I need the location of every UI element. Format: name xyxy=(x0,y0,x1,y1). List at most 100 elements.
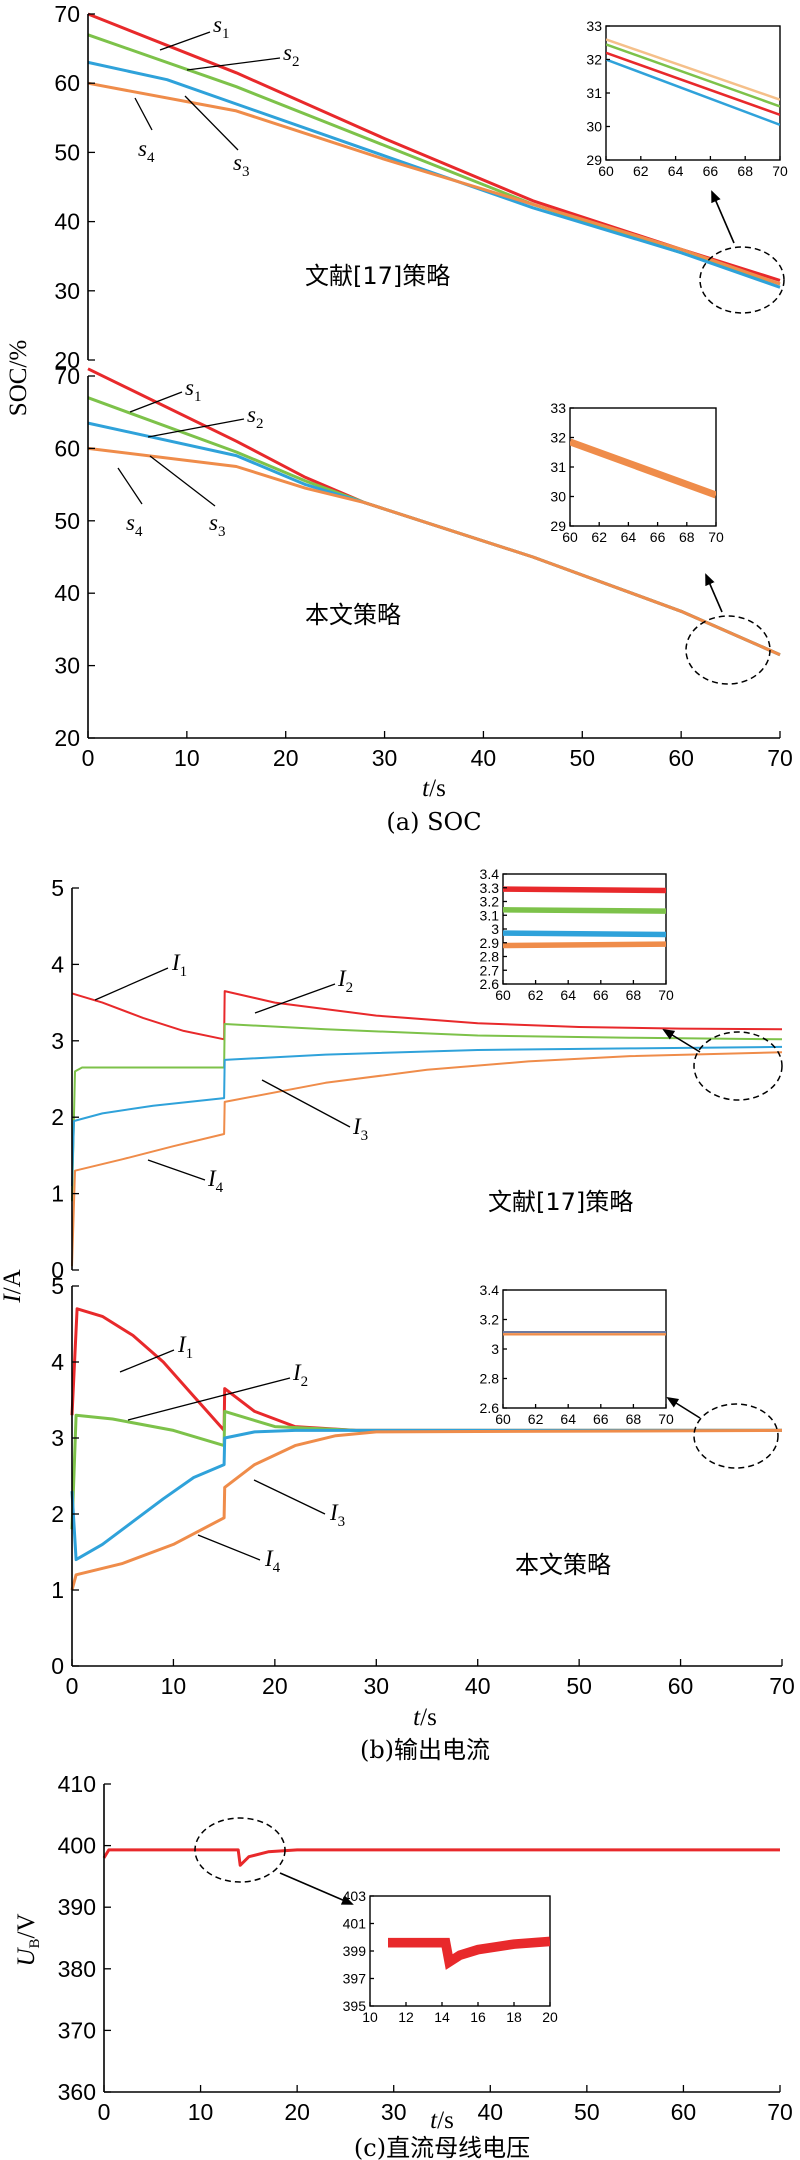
bus-voltage-y-ticks: 360 370 380 390 400 410 xyxy=(58,1771,111,2105)
current-ours-leader-i1 xyxy=(119,1349,175,1373)
inset-y-tick-label: 403 xyxy=(343,1888,367,1904)
y-tick-label: 30 xyxy=(54,653,80,679)
inset-x-tick-label: 70 xyxy=(658,987,674,1003)
current-ref-inset: 2.62.72.82.933.13.23.33.4 60 62 64 66 68 70 xyxy=(480,866,674,1003)
soc-ours-leader-s3 xyxy=(149,455,216,507)
inset-series-line-2 xyxy=(503,930,666,938)
y-tick-label: 1 xyxy=(51,1181,64,1207)
bus-voltage-zoom-arrow xyxy=(279,1872,354,1905)
inset-y-tick-label: 3 xyxy=(491,921,499,937)
inset-x-tick-label: 70 xyxy=(708,529,724,545)
series-line-cur_ours-i1 xyxy=(70,1307,782,1432)
y-tick-label: 410 xyxy=(58,1771,96,1797)
y-tick-label: 30 xyxy=(54,278,80,304)
soc-ref-label-s2: s2 xyxy=(283,40,299,70)
y-tick-label: 1 xyxy=(51,1577,64,1603)
bus-voltage-series-group xyxy=(102,1848,780,1867)
soc-ours-y-ticks: 20 30 40 50 60 70 xyxy=(54,363,95,751)
x-tick-label: 40 xyxy=(477,2099,503,2125)
inset-y-tick-label: 2.7 xyxy=(480,962,500,978)
soc-ours-label-s1: s1 xyxy=(185,375,201,405)
inset-y-tick-label: 3.2 xyxy=(480,1312,500,1328)
series-line-bus_voltage-ub xyxy=(102,1848,780,1867)
inset-y-tick-label: 29 xyxy=(550,518,566,534)
current-ours-y-ticks: 0 1 2 3 4 5 xyxy=(51,1273,79,1679)
y-tick-label: 5 xyxy=(51,875,64,901)
inset-series-line-1 xyxy=(503,907,666,914)
bus-voltage-inset: 395 397 399 401 403 10 12 14 16 18 20 xyxy=(343,1888,558,2025)
x-tick-label: 30 xyxy=(372,745,398,771)
current-y-axis-label: I/A xyxy=(0,1269,26,1303)
inset-x-tick-label: 10 xyxy=(362,2009,378,2025)
inset-x-tick-label: 60 xyxy=(562,529,578,545)
soc-ref-label-s1: s1 xyxy=(213,12,229,42)
current-ours-label-i2: I2 xyxy=(292,1360,308,1390)
y-tick-label: 400 xyxy=(58,1833,96,1859)
soc-ref-zoom-arrow xyxy=(711,190,735,244)
x-tick-label: 0 xyxy=(98,2099,111,2125)
x-tick-label: 10 xyxy=(188,2099,214,2125)
soc-ours-zoom-arrow xyxy=(705,573,723,613)
current-ours-label-i3: I3 xyxy=(329,1500,345,1530)
soc-ours-leader-s2 xyxy=(147,418,245,438)
x-tick-label: 70 xyxy=(769,1673,795,1699)
y-tick-label: 50 xyxy=(54,508,80,534)
inset-series-line-1 xyxy=(606,43,780,108)
series-line-soc_ref-s4 xyxy=(87,81,781,286)
current-ours-leader-i2 xyxy=(127,1377,291,1421)
series-line-cur_ref-i4 xyxy=(71,1051,783,1267)
x-tick-label: 60 xyxy=(668,1673,694,1699)
inset-series-line-0 xyxy=(388,1936,550,1970)
y-tick-label: 4 xyxy=(51,1349,64,1375)
y-tick-label: 2 xyxy=(51,1501,64,1527)
inset-series-line-0 xyxy=(570,438,716,499)
y-tick-label: 0 xyxy=(51,1653,64,1679)
current-ref-series-group xyxy=(71,990,783,1267)
inset-y-tick-label: 29 xyxy=(586,152,602,168)
soc-ref-leader-s1 xyxy=(159,31,211,51)
inset-y-tick-label: 32 xyxy=(550,430,566,446)
caption-c: (c)直流母线电压 xyxy=(354,2134,530,2160)
x-tick-label: 30 xyxy=(381,2099,407,2125)
x-tick-label: 60 xyxy=(668,745,694,771)
y-tick-label: 390 xyxy=(58,1894,96,1920)
current-ours-strategy-label: 本文策略 xyxy=(515,1551,611,1579)
x-tick-label: 60 xyxy=(671,2099,697,2125)
x-tick-label: 40 xyxy=(465,1673,491,1699)
soc-ours-leader-s1 xyxy=(129,391,183,413)
current-ours-zoom-arrow xyxy=(666,1396,701,1419)
y-tick-label: 60 xyxy=(54,70,80,96)
current-ref-label-i3: I3 xyxy=(352,1114,368,1144)
caption-b: (b)输出电流 xyxy=(360,1736,490,1764)
x-tick-label: 20 xyxy=(273,745,299,771)
inset-y-tick-label: 401 xyxy=(343,1916,367,1932)
inset-series-group xyxy=(503,886,666,949)
soc-y-axis-label: SOC/% xyxy=(5,340,32,416)
current-ref-label-i1: I1 xyxy=(171,950,187,980)
inset-x-tick-label: 68 xyxy=(679,529,695,545)
inset-x-tick-label: 64 xyxy=(560,1411,576,1427)
inset-series-group xyxy=(503,1331,666,1336)
inset-series-line-3 xyxy=(606,58,780,126)
y-tick-label: 360 xyxy=(58,2079,96,2105)
soc-ours-label-s4: s4 xyxy=(126,510,143,540)
inset-x-tick-label: 70 xyxy=(772,163,788,179)
series-line-cur_ref-i3 xyxy=(71,1045,783,1187)
y-tick-label: 3 xyxy=(51,1425,64,1451)
bus-voltage-zoom-ellipse xyxy=(194,1817,286,1883)
inset-series-group xyxy=(570,438,716,499)
x-tick-label: 40 xyxy=(471,745,497,771)
inset-x-tick-label: 20 xyxy=(542,2009,558,2025)
soc-ours-x-ticks: 0 10 20 30 40 50 60 70 xyxy=(82,731,793,771)
series-line-cur_ours-i4 xyxy=(70,1428,783,1591)
current-ours-inset: 2.6 2.8 3 3.2 3.4 60 62 64 66 68 70 xyxy=(480,1282,674,1427)
inset-x-tick-label: 14 xyxy=(434,2009,450,2025)
inset-frame xyxy=(502,1289,667,1409)
current-x-axis-label: t/s xyxy=(413,1704,437,1731)
current-ref-label-i2: I2 xyxy=(337,966,353,996)
soc-ref-strategy-label: 文献[17]策略 xyxy=(305,262,450,290)
soc-ref-leader-s3 xyxy=(184,95,239,151)
inset-x-tick-label: 62 xyxy=(633,163,649,179)
